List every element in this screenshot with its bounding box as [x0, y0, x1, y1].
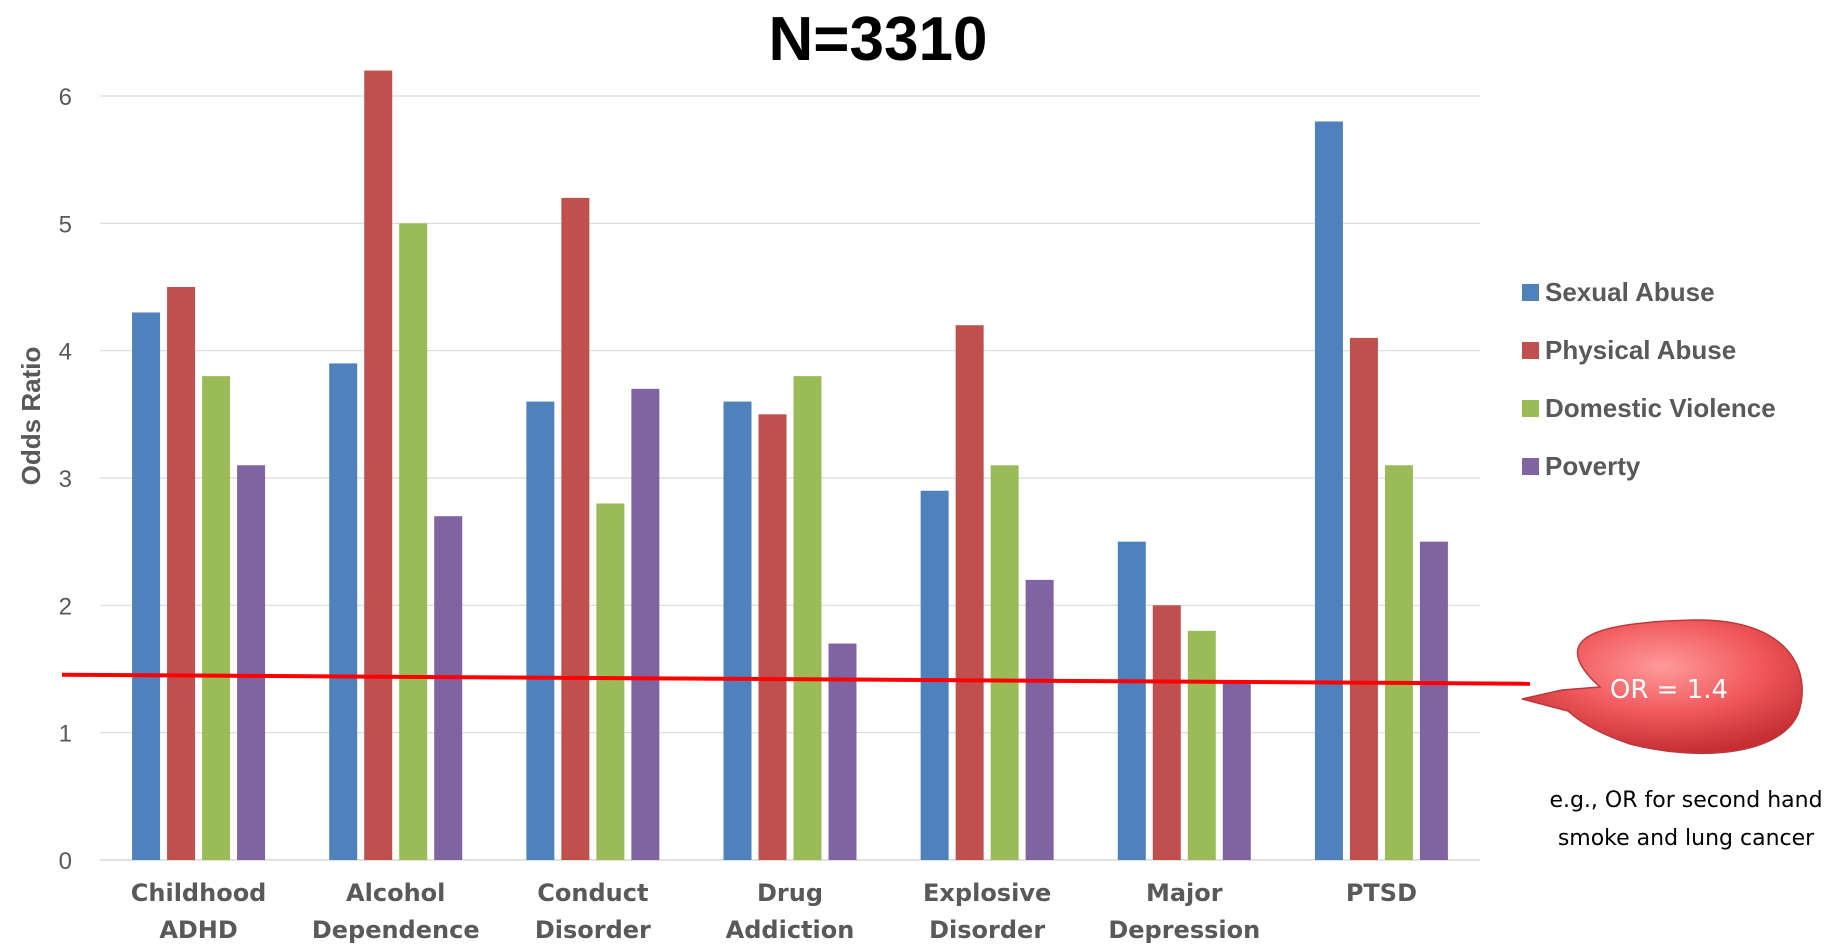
x-tick-label: Dependence — [312, 916, 480, 944]
x-tick-label: Drug — [757, 879, 823, 907]
bar — [434, 516, 463, 860]
callout-bubble — [1521, 619, 1803, 755]
x-tick-label: Disorder — [535, 916, 651, 944]
y-tick-label: 3 — [59, 466, 72, 493]
legend-label: Physical Abuse — [1545, 335, 1736, 365]
legend-label: Poverty — [1545, 451, 1641, 481]
callout: OR = 1.4 — [1521, 619, 1803, 755]
y-axis-label: Odds Ratio — [16, 347, 46, 486]
bar — [1025, 579, 1054, 860]
callout-text: OR = 1.4 — [1610, 675, 1728, 705]
bar — [1152, 605, 1181, 860]
bar — [1384, 465, 1413, 860]
bar — [237, 465, 266, 860]
legend: Sexual Abuse Physical Abuse Domestic Viole… — [1522, 277, 1776, 481]
bar — [990, 465, 1019, 860]
bar — [1314, 121, 1343, 860]
note-line-1: e.g., OR for second hand — [1549, 788, 1822, 813]
x-tick-label: Childhood — [131, 879, 267, 907]
bar — [167, 287, 196, 860]
chart-title: N=3310 — [769, 5, 988, 74]
bars — [132, 70, 1448, 861]
x-tick-label: Depression — [1108, 916, 1260, 944]
legend-swatch — [1522, 458, 1539, 475]
y-tick-label: 0 — [59, 848, 72, 875]
y-tick-label: 4 — [59, 339, 72, 366]
legend-label: Domestic Violence — [1545, 393, 1776, 423]
bar — [793, 376, 822, 860]
x-tick-label: Explosive — [923, 879, 1051, 907]
legend-swatch — [1522, 284, 1539, 301]
bar — [329, 363, 358, 860]
x-tick-label: Addiction — [726, 916, 855, 944]
y-tick-label: 5 — [59, 211, 72, 238]
bar — [399, 223, 428, 861]
bar — [364, 70, 393, 861]
bar — [1187, 630, 1216, 860]
bar — [132, 312, 161, 860]
legend-swatch — [1522, 342, 1539, 359]
y-axis-ticks: 0 1 2 3 4 5 6 — [59, 84, 72, 875]
bar — [596, 503, 625, 860]
legend-swatch — [1522, 400, 1539, 417]
bar — [202, 376, 231, 860]
legend-label: Sexual Abuse — [1545, 277, 1715, 307]
y-tick-label: 6 — [59, 84, 72, 111]
bar — [1349, 337, 1378, 860]
x-tick-label: Alcohol — [346, 879, 445, 907]
bar — [1222, 681, 1251, 860]
bar — [828, 643, 857, 860]
bar — [723, 401, 752, 860]
gridlines — [100, 95, 1480, 861]
x-axis-ticks: Childhood ADHD Alcohol Dependence Conduct Dis… — [131, 879, 1417, 944]
reference-line — [61, 672, 1531, 686]
bar — [526, 401, 555, 860]
bar — [920, 490, 949, 860]
x-tick-label: PTSD — [1346, 879, 1417, 907]
bar — [758, 414, 787, 860]
bar — [1117, 541, 1146, 860]
y-tick-label: 1 — [59, 721, 72, 748]
bar — [1419, 541, 1448, 860]
x-tick-label: ADHD — [159, 916, 238, 944]
x-tick-label: Disorder — [929, 916, 1045, 944]
note-line-2: smoke and lung cancer — [1558, 826, 1815, 851]
y-tick-label: 2 — [59, 593, 72, 620]
x-tick-label: Conduct — [537, 879, 648, 907]
bar — [561, 197, 590, 860]
x-tick-label: Major — [1146, 879, 1223, 907]
bar — [631, 388, 660, 860]
bar — [955, 325, 984, 860]
